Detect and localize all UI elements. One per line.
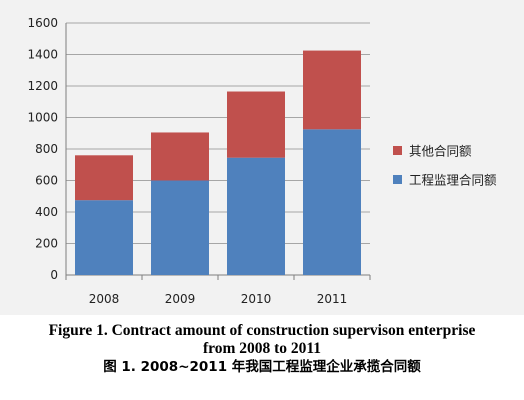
y-tick-label: 800: [35, 142, 58, 156]
bar-other-2008: [75, 155, 133, 201]
y-tick-label: 400: [35, 205, 58, 219]
bar-supervision-2009: [151, 180, 209, 275]
bar-other-2011: [303, 50, 361, 130]
bar-supervision-2010: [227, 157, 285, 275]
bar-other-2010: [227, 91, 285, 158]
bar-supervision-2008: [75, 200, 133, 275]
x-tick-label: 2009: [165, 292, 196, 306]
caption-english-line-2: from 2008 to 2011: [202, 340, 322, 357]
y-tick-label: 200: [35, 237, 58, 251]
figure-caption-chinese: 图 1. 2008~2011 年我国工程监理企业承揽合同额: [103, 359, 421, 375]
y-tick-label: 600: [35, 174, 58, 188]
bar-chart: 0 200 400 600 800 1000 1200 1400 1600 2008 2009 201…: [27, 16, 497, 306]
legend-swatch: [393, 146, 402, 155]
x-tick-label: 2011: [317, 292, 348, 306]
figure-caption-english: Figure 1. Contract amount of constructio…: [0, 322, 524, 358]
x-tick-label: 2010: [241, 292, 272, 306]
caption-english-line-1: Figure 1. Contract amount of constructio…: [48, 322, 476, 339]
y-tick-label: 1600: [27, 16, 58, 30]
legend-swatch: [393, 175, 402, 184]
legend-label: 其他合同额: [409, 144, 472, 159]
y-tick-label: 1000: [27, 111, 58, 125]
y-tick-label: 1400: [27, 48, 58, 62]
legend-label: 工程监理合同额: [409, 173, 497, 188]
x-tick-label: 2008: [89, 292, 120, 306]
y-tick-label: 1200: [27, 79, 58, 93]
bar-other-2009: [151, 132, 209, 181]
y-tick-label: 0: [50, 268, 58, 282]
bar-supervision-2011: [303, 129, 361, 275]
